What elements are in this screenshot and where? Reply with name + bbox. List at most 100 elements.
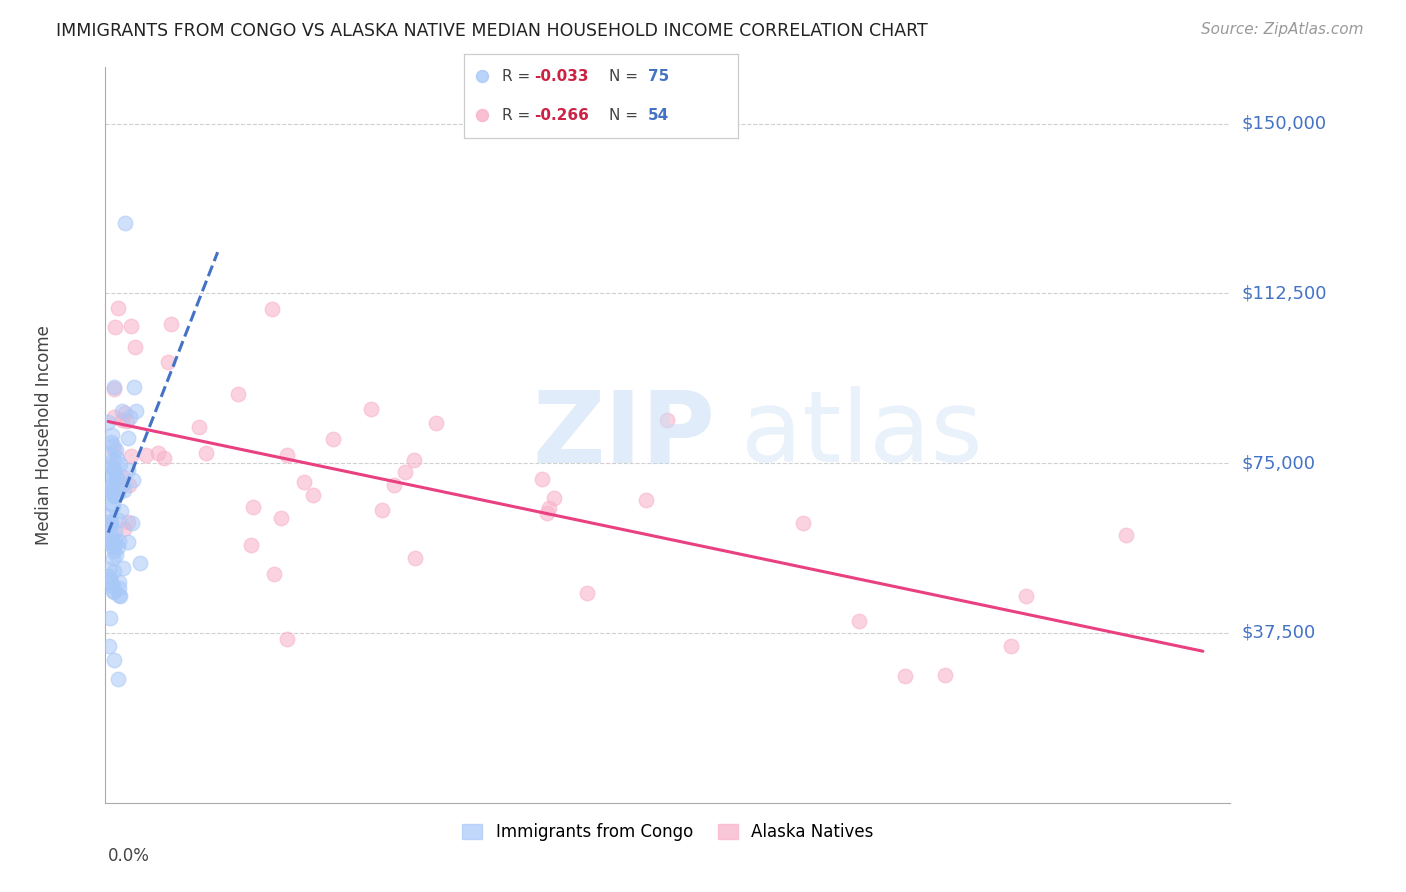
Point <box>112 483 135 497</box>
Point <box>100 576 122 591</box>
Point <box>117 515 139 529</box>
Point <box>120 319 142 334</box>
Text: N =: N = <box>609 108 643 123</box>
Point <box>110 404 132 418</box>
Point <box>634 493 657 508</box>
Point <box>97 639 120 653</box>
Point <box>101 487 124 501</box>
Point <box>120 410 142 425</box>
Point <box>848 614 870 628</box>
Text: 54: 54 <box>648 108 669 123</box>
Point <box>107 534 129 549</box>
Point <box>112 561 135 575</box>
Point <box>98 447 121 461</box>
Point <box>108 458 131 472</box>
Text: IMMIGRANTS FROM CONGO VS ALASKA NATIVE MEDIAN HOUSEHOLD INCOME CORRELATION CHART: IMMIGRANTS FROM CONGO VS ALASKA NATIVE M… <box>56 22 928 40</box>
Point <box>101 498 124 512</box>
Point <box>98 533 121 548</box>
Point <box>153 451 176 466</box>
Text: atlas: atlas <box>741 386 983 483</box>
Text: $37,500: $37,500 <box>1241 624 1316 642</box>
Point <box>543 491 565 506</box>
Point <box>104 548 127 562</box>
Point <box>103 585 125 599</box>
Point <box>97 485 120 500</box>
Point <box>402 453 425 467</box>
Point <box>100 514 122 528</box>
Point <box>98 572 121 586</box>
Text: Source: ZipAtlas.com: Source: ZipAtlas.com <box>1201 22 1364 37</box>
Point <box>100 611 122 625</box>
Text: -0.266: -0.266 <box>534 108 589 123</box>
Point <box>103 442 125 457</box>
Point <box>471 108 494 122</box>
Legend: Immigrants from Congo, Alaska Natives: Immigrants from Congo, Alaska Natives <box>454 815 882 850</box>
Point <box>108 590 131 604</box>
Point <box>122 380 145 394</box>
Point <box>194 446 217 460</box>
Point <box>103 438 125 452</box>
Point <box>117 463 139 477</box>
Point <box>100 458 122 473</box>
Point <box>112 477 135 491</box>
Text: 0.0%: 0.0% <box>108 847 150 865</box>
Point <box>103 544 125 558</box>
Point <box>98 536 121 550</box>
Point <box>125 404 148 418</box>
Point <box>108 581 131 595</box>
Point <box>1015 589 1038 603</box>
Point <box>537 501 560 516</box>
Point <box>240 538 263 552</box>
Point <box>124 340 146 354</box>
Point <box>111 413 134 427</box>
Point <box>270 511 292 525</box>
Point <box>103 409 125 424</box>
Point <box>107 574 129 589</box>
Point <box>263 567 285 582</box>
Point <box>302 487 325 501</box>
Point <box>101 479 124 493</box>
Point <box>404 551 426 566</box>
Point <box>276 448 298 462</box>
Text: $75,000: $75,000 <box>1241 454 1316 472</box>
Point <box>103 380 125 394</box>
Point <box>242 500 264 514</box>
Point <box>188 420 211 434</box>
Point <box>103 537 125 551</box>
Point <box>108 588 131 602</box>
Point <box>107 672 129 686</box>
Text: -0.033: -0.033 <box>534 69 588 84</box>
Point <box>105 470 128 484</box>
Point <box>105 471 128 485</box>
Point <box>360 401 382 416</box>
Point <box>128 556 150 570</box>
Point <box>117 535 139 549</box>
Point <box>121 473 143 487</box>
Point <box>97 569 120 583</box>
Point <box>105 450 128 465</box>
Point <box>425 416 447 430</box>
Text: $150,000: $150,000 <box>1241 114 1326 133</box>
Point <box>382 478 405 492</box>
Point <box>101 583 124 598</box>
Point <box>101 461 124 475</box>
Point <box>370 503 392 517</box>
Point <box>894 669 917 683</box>
Point <box>156 354 179 368</box>
Text: R =: R = <box>502 69 536 84</box>
Point <box>103 541 125 555</box>
Point <box>100 483 122 498</box>
Point <box>121 516 143 531</box>
Point <box>575 586 598 600</box>
Point <box>110 504 132 518</box>
Point <box>114 406 136 420</box>
Text: 75: 75 <box>648 69 669 84</box>
Point <box>101 428 124 442</box>
Text: R =: R = <box>502 108 536 123</box>
Text: Median Household Income: Median Household Income <box>35 325 52 545</box>
Point <box>100 435 122 450</box>
Point <box>107 513 129 527</box>
Point <box>471 70 494 84</box>
Point <box>322 432 344 446</box>
Point <box>294 475 316 490</box>
